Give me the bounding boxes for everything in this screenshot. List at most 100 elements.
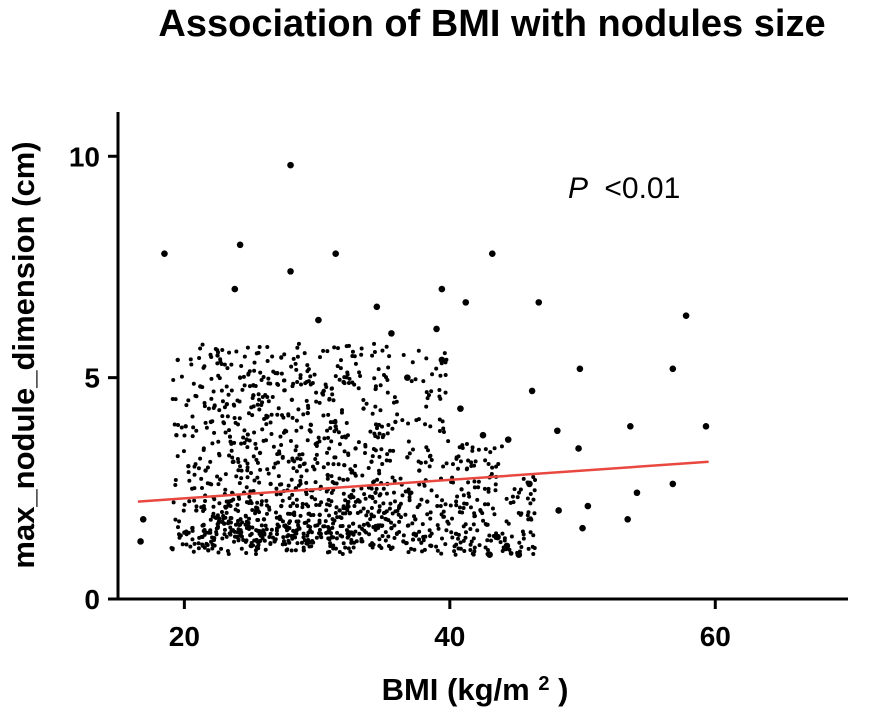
scatter-point	[380, 348, 385, 353]
scatter-point	[410, 521, 415, 526]
scatter-point	[314, 535, 319, 540]
scatter-point	[276, 460, 281, 465]
scatter-point	[333, 374, 338, 379]
scatter-point	[194, 508, 199, 513]
scatter-point	[372, 350, 377, 355]
scatter-point	[478, 509, 483, 514]
scatter-point	[420, 522, 425, 527]
scatter-point	[328, 544, 333, 549]
scatter-point	[486, 461, 491, 466]
scatter-point	[375, 523, 380, 528]
scatter-point	[348, 495, 353, 500]
scatter-point	[424, 390, 429, 395]
scatter-point	[245, 465, 250, 470]
scatter-point	[518, 487, 523, 492]
scatter-point	[233, 522, 238, 527]
p-value-prefix: P	[568, 172, 588, 205]
scatter-point	[434, 366, 439, 371]
scatter-point	[355, 498, 360, 503]
scatter-point	[405, 523, 410, 528]
x-axis-label-superscript: 2	[538, 673, 549, 695]
scatter-point	[192, 486, 197, 491]
scatter-point	[213, 346, 218, 351]
scatter-point	[187, 478, 192, 483]
scatter-point	[357, 531, 362, 536]
scatter-point	[377, 431, 382, 436]
scatter-point	[266, 381, 271, 386]
scatter-point	[188, 357, 193, 362]
scatter-point	[457, 405, 464, 412]
scatter-point	[289, 364, 294, 369]
scatter-point	[422, 483, 427, 488]
scatter-point	[191, 549, 196, 554]
scatter-point	[212, 497, 217, 502]
scatter-point	[353, 361, 358, 366]
scatter-point	[361, 406, 366, 411]
scatter-point	[196, 466, 201, 471]
scatter-point	[386, 365, 391, 370]
scatter-point	[239, 468, 244, 473]
scatter-point	[437, 428, 442, 433]
x-axis-label-end: )	[558, 672, 568, 707]
scatter-point	[247, 494, 252, 499]
scatter-point	[364, 401, 369, 406]
scatter-point	[295, 345, 300, 350]
scatter-point	[370, 411, 375, 416]
scatter-point	[290, 492, 295, 497]
scatter-point	[222, 527, 227, 532]
scatter-point	[318, 531, 323, 536]
scatter-point	[372, 341, 377, 346]
scatter-point	[186, 398, 191, 403]
scatter-point	[269, 432, 274, 437]
scatter-point	[498, 540, 503, 545]
scatter-point	[250, 396, 255, 401]
scatter-point	[438, 356, 446, 364]
scatter-point	[280, 519, 285, 524]
scatter-point	[360, 526, 365, 531]
scatter-point	[333, 546, 338, 551]
scatter-point	[260, 536, 265, 541]
scatter-point	[339, 358, 344, 363]
scatter-point	[228, 439, 233, 444]
scatter-point	[176, 532, 181, 537]
scatter-point	[340, 551, 345, 556]
scatter-point	[376, 509, 381, 514]
x-tick-label: 20	[169, 621, 200, 652]
scatter-point	[174, 432, 179, 438]
scatter-point	[438, 503, 443, 508]
scatter-point	[321, 413, 326, 418]
scatter-point	[210, 546, 215, 551]
scatter-point	[256, 392, 261, 397]
x-tick-label: 40	[434, 621, 465, 652]
scatter-point	[325, 428, 330, 433]
scatter-point	[289, 397, 295, 402]
scatter-point	[482, 486, 487, 491]
scatter-point	[325, 349, 330, 354]
scatter-point	[287, 161, 294, 169]
scatter-point	[518, 512, 523, 517]
scatter-point	[331, 398, 336, 403]
scatter-point	[373, 527, 378, 532]
scatter-point	[344, 344, 349, 349]
scatter-point	[290, 415, 295, 420]
scatter-point	[182, 433, 187, 438]
scatter-point	[210, 419, 215, 424]
scatter-point	[301, 462, 306, 467]
scatter-point	[388, 330, 395, 337]
scatter-point	[191, 425, 196, 430]
scatter-point	[389, 520, 394, 525]
scatter-point	[244, 538, 249, 543]
scatter-point	[269, 527, 274, 532]
scatter-point	[292, 510, 297, 515]
scatter-point	[401, 533, 406, 538]
scatter-point	[212, 537, 217, 542]
scatter-point	[476, 479, 481, 484]
scatter-point	[429, 531, 434, 536]
scatter-point	[391, 400, 396, 405]
scatter-point	[472, 514, 477, 519]
scatter-point	[351, 521, 356, 526]
scatter-point	[437, 394, 442, 399]
scatter-point	[390, 545, 395, 550]
scatter-point	[217, 376, 222, 381]
scatter-point	[276, 406, 281, 411]
